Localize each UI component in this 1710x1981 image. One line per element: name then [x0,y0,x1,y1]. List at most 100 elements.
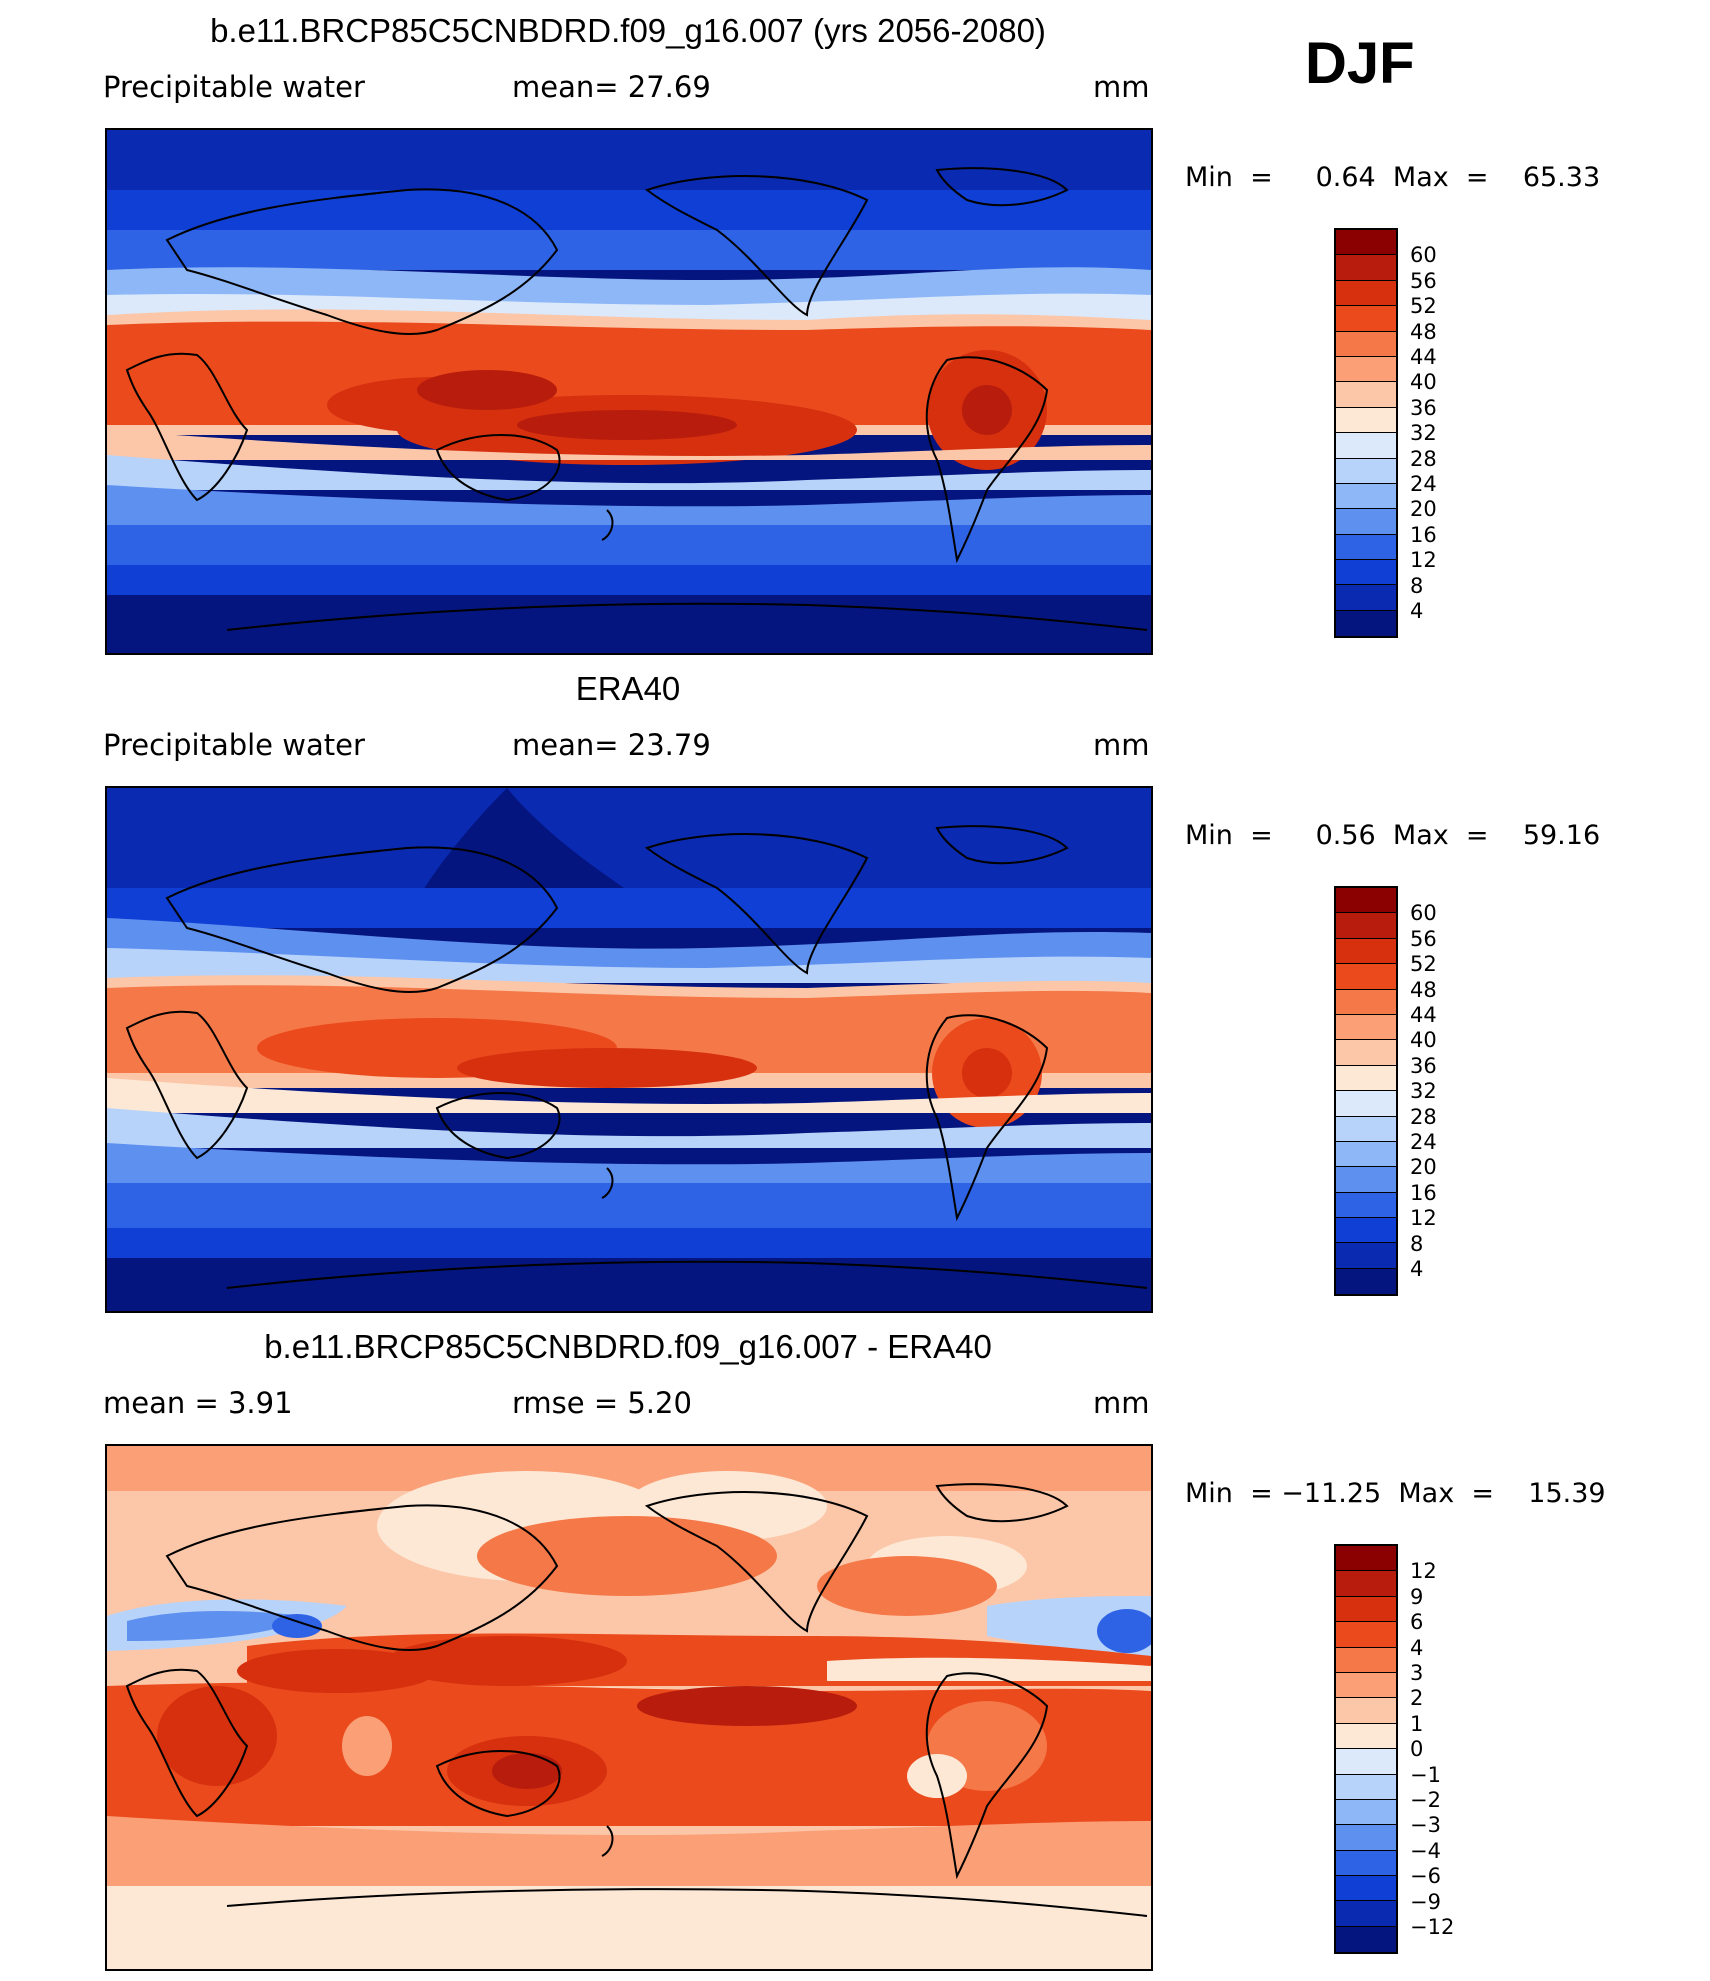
panel-title: ERA40 [575,670,681,707]
colorbar-tick-label: 48 [1410,977,1437,1002]
colorbar-segment [1336,585,1396,611]
min-max-label: Min = −11.25 Max = 15.39 [1185,1478,1606,1509]
colorbar-segment [1336,1192,1396,1219]
colorbar-tick-label: 0 [1410,1737,1424,1762]
colorbar-tick-label: 36 [1410,395,1437,420]
colorbar-tick-label: 6 [1410,1610,1424,1635]
colorbar-tick-label: 40 [1410,370,1437,395]
colorbar-segment [1336,433,1396,459]
colorbar-tick-label: 44 [1410,1003,1437,1027]
colorbar-tick-label: 32 [1410,1079,1437,1104]
colorbar-segment [1336,1141,1396,1168]
colorbar-segment [1336,1698,1396,1724]
variable-label: Precipitable water [103,70,365,104]
colorbar-segment [1336,1850,1396,1877]
season-label: DJF [1305,31,1415,96]
colorbar-tick-label: −3 [1410,1813,1441,1838]
colorbar-segment [1336,1546,1396,1572]
min-max-label: Min = 0.64 Max = 65.33 [1185,162,1601,193]
colorbar-segment [1336,610,1396,637]
rmse-label: rmse = 5.20 [512,1386,692,1420]
colorbar-tick-label: 12 [1410,1206,1437,1231]
colorbar-segment [1336,483,1396,510]
colorbar-tick-label: −12 [1410,1915,1455,1939]
colorbar-segment [1336,356,1396,383]
colorbar-tick-label: −4 [1410,1838,1441,1863]
map-era40 [105,786,1153,1313]
colorbar-tick-label: 52 [1410,294,1437,319]
colorbar-segment [1336,1622,1396,1648]
colorbar-tick-label: 40 [1410,1028,1437,1053]
colorbar-segment [1336,1647,1396,1673]
colorbar-segment [1336,1876,1396,1902]
colorbar-segment [1336,1901,1396,1927]
colorbar-tick-label: 4 [1410,1635,1424,1660]
colorbar-tick-label: −2 [1410,1788,1441,1812]
colorbar-tick-label: 16 [1410,522,1437,547]
colorbar-segment [1336,560,1396,586]
colorbar-tick-label: 60 [1410,243,1437,268]
panel-title: b.e11.BRCP85C5CNBDRD.f09_g16.007 (yrs 20… [210,12,1046,49]
map-model-field [107,130,1151,653]
colorbar-tick-label: 4 [1410,1257,1424,1281]
colorbar-segment [1336,1596,1396,1623]
colorbar-tick-label: 56 [1410,268,1437,293]
map-difference [105,1444,1153,1971]
colorbar-segment [1336,509,1396,535]
colorbar-segment [1336,888,1396,914]
colorbar-tick-label: 3 [1410,1661,1424,1685]
colorbar-segment [1336,1672,1396,1699]
colorbar-tick-label: 20 [1410,1155,1437,1180]
units-label: mm [1093,728,1150,762]
colorbar-segment [1336,1218,1396,1244]
colorbar-tick-label: −9 [1410,1889,1441,1914]
colorbar-segment [1336,280,1396,307]
map-model [105,128,1153,655]
colorbar-tick-label: 9 [1410,1584,1424,1609]
colorbar-segment [1336,1065,1396,1092]
colorbar-segment [1336,230,1396,256]
mean-label: mean = 3.91 [103,1386,293,1420]
mean-label: mean= 23.79 [512,728,711,762]
colorbar-tick-label: 28 [1410,1104,1437,1129]
colorbar-segment [1336,1825,1396,1851]
colorbar-tick-label: 12 [1410,548,1437,573]
colorbar-segment [1336,255,1396,281]
colorbar [1334,886,1398,1297]
units-label: mm [1093,70,1150,104]
colorbar-tick-label: 36 [1410,1053,1437,1078]
colorbar-tick-label: 2 [1410,1686,1424,1711]
colorbar-tick-label: 56 [1410,926,1437,951]
colorbar-tick-label: 60 [1410,901,1437,926]
colorbar-tick-label: −1 [1410,1762,1441,1787]
colorbar-tick-label: 32 [1410,421,1437,446]
colorbar-segment [1336,1040,1396,1066]
colorbar-tick-label: 48 [1410,319,1437,344]
colorbar-tick-label: 44 [1410,345,1437,369]
colorbar-tick-label: 24 [1410,472,1437,496]
colorbar-segment [1336,306,1396,332]
colorbar-tick-label: 8 [1410,573,1424,598]
panel-title: b.e11.BRCP85C5CNBDRD.f09_g16.007 - ERA40 [264,1328,992,1365]
colorbar-segment [1336,1799,1396,1826]
colorbar-tick-label: 12 [1410,1559,1437,1584]
colorbar-segment [1336,1167,1396,1193]
colorbar-tick-label: −6 [1410,1864,1441,1889]
colorbar-tick-label: 28 [1410,446,1437,471]
colorbar-segment [1336,964,1396,990]
colorbar-tick-label: 24 [1410,1130,1437,1154]
colorbar-segment [1336,1243,1396,1269]
colorbar-tick-label: 4 [1410,599,1424,623]
colorbar-tick-label: 1 [1410,1711,1424,1736]
colorbar-segment [1336,534,1396,561]
colorbar-segment [1336,382,1396,408]
colorbar-segment [1336,331,1396,357]
colorbar-segment [1336,938,1396,965]
colorbar [1334,1544,1398,1955]
colorbar-tick-label: 52 [1410,952,1437,977]
colorbar-segment [1336,458,1396,484]
colorbar-tick-label: 8 [1410,1231,1424,1256]
colorbar-segment [1336,1268,1396,1295]
colorbar-segment [1336,1116,1396,1142]
colorbar-segment [1336,1723,1396,1750]
